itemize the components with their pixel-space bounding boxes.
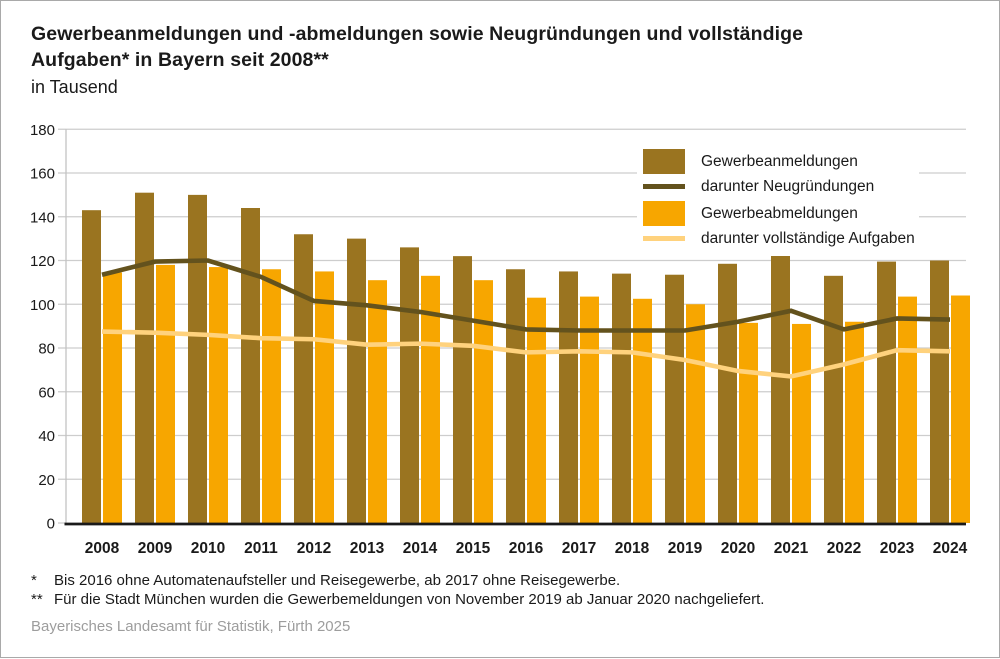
chart-unit-label: in Tausend (31, 77, 118, 97)
legend-item-neugruendungen: darunter Neugründungen (643, 178, 915, 195)
legend-bar-swatch-icon (643, 149, 685, 174)
footnote-1: * Bis 2016 ohne Automatenaufsteller und … (31, 572, 971, 591)
footnotes: * Bis 2016 ohne Automatenaufsteller und … (31, 572, 971, 609)
bar-abmeldungen-2023 (898, 296, 917, 523)
footnote-2-text: Für die Stadt München wurden die Gewerbe… (54, 590, 765, 608)
bar-anmeldungen-2019 (665, 274, 684, 523)
y-axis-label-60: 60 (38, 384, 55, 401)
line-neugruendungen (101, 258, 951, 333)
bar-anmeldungen-2016 (506, 269, 525, 523)
y-axis-label-20: 20 (38, 472, 55, 489)
bar-anmeldungen-2011 (241, 208, 260, 523)
legend-item-aufgaben: darunter vollständige Aufgaben (643, 230, 915, 247)
bar-anmeldungen-2020 (718, 263, 737, 523)
footnote-1-marker: * (31, 572, 37, 589)
bar-abmeldungen-2022 (845, 321, 864, 523)
legend-label-aufgaben: darunter vollständige Aufgaben (701, 229, 915, 247)
x-axis-label-2016: 2016 (509, 540, 544, 557)
y-axis-label-0: 0 (47, 516, 55, 533)
x-axis-label-2012: 2012 (297, 540, 331, 557)
bar-anmeldungen-2014 (400, 247, 419, 523)
legend-bar-swatch-icon (643, 201, 685, 226)
bar-anmeldungen-2021 (771, 253, 790, 523)
bar-anmeldungen-2024 (930, 260, 949, 523)
bar-anmeldungen-2012 (294, 234, 313, 523)
bar-anmeldungen-2015 (453, 256, 472, 523)
bar-anmeldungen-2023 (877, 261, 896, 523)
legend-item-anmeldungen: Gewerbeanmeldungen (643, 148, 915, 175)
x-axis-label-2023: 2023 (880, 540, 915, 557)
bar-anmeldungen-2009 (135, 192, 154, 523)
chart-title-line-1: Gewerbeanmeldungen und -abmeldungen sowi… (31, 23, 804, 45)
x-axis-label-2014: 2014 (403, 540, 438, 557)
bar-anmeldungen-2008 (82, 210, 101, 523)
x-axis-label-2019: 2019 (668, 540, 703, 557)
bar-abmeldungen-2021 (792, 323, 811, 523)
y-axis-label-160: 160 (30, 166, 55, 183)
y-axis-label-140: 140 (30, 209, 55, 226)
legend-line-swatch-icon (643, 236, 685, 241)
x-axis-label-2013: 2013 (350, 540, 385, 557)
bar-abmeldungen-2014 (421, 275, 440, 523)
legend-label-abmeldungen: Gewerbeabmeldungen (701, 204, 858, 222)
legend-label-neugruendungen: darunter Neugründungen (701, 177, 875, 195)
chart-title-block: Gewerbeanmeldungen und -abmeldungen sowi… (31, 21, 951, 99)
x-axis-label-2024: 2024 (933, 540, 968, 557)
chart-title-line-2: Aufgaben* in Bayern seit 2008** (31, 49, 329, 71)
x-axis-label-2009: 2009 (138, 540, 173, 557)
legend-label-anmeldungen: Gewerbeanmeldungen (701, 152, 858, 170)
bar-abmeldungen-2012 (315, 271, 334, 523)
source-note: Bayerisches Landesamt für Statistik, Für… (31, 618, 351, 635)
x-axis-label-2020: 2020 (721, 540, 755, 557)
legend-line-swatch-icon (643, 184, 685, 189)
legend-item-abmeldungen: Gewerbeabmeldungen (643, 200, 915, 227)
x-axis-label-2015: 2015 (456, 540, 491, 557)
footnote-1-text: Bis 2016 ohne Automatenaufsteller und Re… (54, 572, 621, 589)
line-aufgaben (101, 329, 951, 379)
bar-anmeldungen-2018 (612, 273, 631, 523)
y-axis-label-180: 180 (30, 122, 55, 139)
x-axis-label-2021: 2021 (774, 540, 809, 557)
y-axis-label-100: 100 (30, 297, 55, 314)
x-axis-label-2022: 2022 (827, 540, 861, 557)
bar-abmeldungen-2015 (474, 280, 493, 523)
bar-abmeldungen-2008 (103, 272, 122, 523)
bar-abmeldungen-2024 (951, 295, 970, 523)
bar-abmeldungen-2013 (368, 280, 387, 523)
x-axis-label-2010: 2010 (191, 540, 225, 557)
bar-anmeldungen-2010 (188, 194, 207, 523)
x-axis-label-2008: 2008 (85, 540, 120, 557)
y-axis-label-80: 80 (38, 341, 55, 358)
bar-anmeldungen-2022 (824, 275, 843, 523)
y-axis-label-40: 40 (38, 428, 55, 445)
footnote-2-marker: ** (31, 590, 43, 608)
x-axis-label-2011: 2011 (244, 540, 278, 557)
bar-abmeldungen-2011 (262, 269, 281, 523)
bar-abmeldungen-2019 (686, 304, 705, 523)
bar-abmeldungen-2010 (209, 267, 228, 523)
footnote-2: ** Für die Stadt München wurden die Gewe… (31, 591, 971, 610)
y-axis-label-120: 120 (30, 253, 55, 270)
bar-abmeldungen-2020 (739, 322, 758, 523)
bar-abmeldungen-2009 (156, 264, 175, 523)
chart-legend: Gewerbeanmeldungen darunter Neugründunge… (637, 146, 919, 256)
x-axis-label-2017: 2017 (562, 540, 596, 557)
x-axis-label-2018: 2018 (615, 540, 650, 557)
bar-anmeldungen-2017 (559, 271, 578, 523)
bar-anmeldungen-2013 (347, 238, 366, 523)
